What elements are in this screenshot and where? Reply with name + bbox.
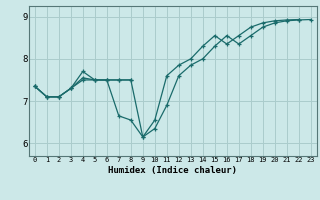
X-axis label: Humidex (Indice chaleur): Humidex (Indice chaleur): [108, 166, 237, 175]
